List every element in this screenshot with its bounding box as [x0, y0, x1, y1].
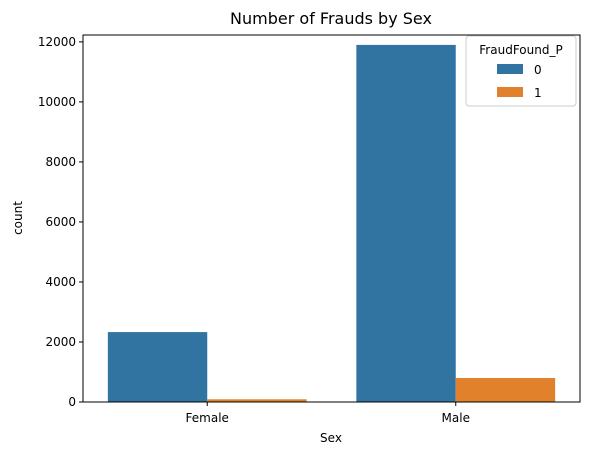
- y-tick-label: 6000: [45, 215, 76, 229]
- bars-layer: [107, 44, 556, 402]
- x-tick-label-male: Male: [442, 411, 470, 425]
- y-axis-label: count: [11, 201, 25, 235]
- legend-swatch-1: [497, 87, 523, 97]
- y-tick-label: 2000: [45, 335, 76, 349]
- bar-female-fraud-1: [207, 399, 307, 402]
- legend: FraudFound_P 0 1: [465, 35, 577, 107]
- legend-label-1: 1: [534, 86, 542, 100]
- chart-title: Number of Frauds by Sex: [230, 9, 432, 28]
- x-axis-label: Sex: [320, 431, 342, 445]
- y-tick-label: 12000: [38, 35, 76, 49]
- legend-swatch-0: [497, 64, 523, 74]
- y-tick-label: 4000: [45, 275, 76, 289]
- bar-female-fraud-0: [107, 332, 208, 402]
- legend-label-0: 0: [534, 63, 542, 77]
- bar-male-fraud-0: [356, 44, 456, 402]
- legend-title: FraudFound_P: [479, 43, 562, 57]
- y-tick-label: 0: [68, 395, 76, 409]
- x-axis-ticks: Female Male: [186, 402, 470, 425]
- x-tick-label-female: Female: [186, 411, 229, 425]
- plot-frame: [82, 34, 581, 403]
- y-tick-label: 8000: [45, 155, 76, 169]
- bar-male-fraud-1: [455, 377, 556, 402]
- y-axis-ticks: 0 2000 4000 6000 8000 10000 12000: [38, 35, 83, 409]
- y-tick-label: 10000: [38, 95, 76, 109]
